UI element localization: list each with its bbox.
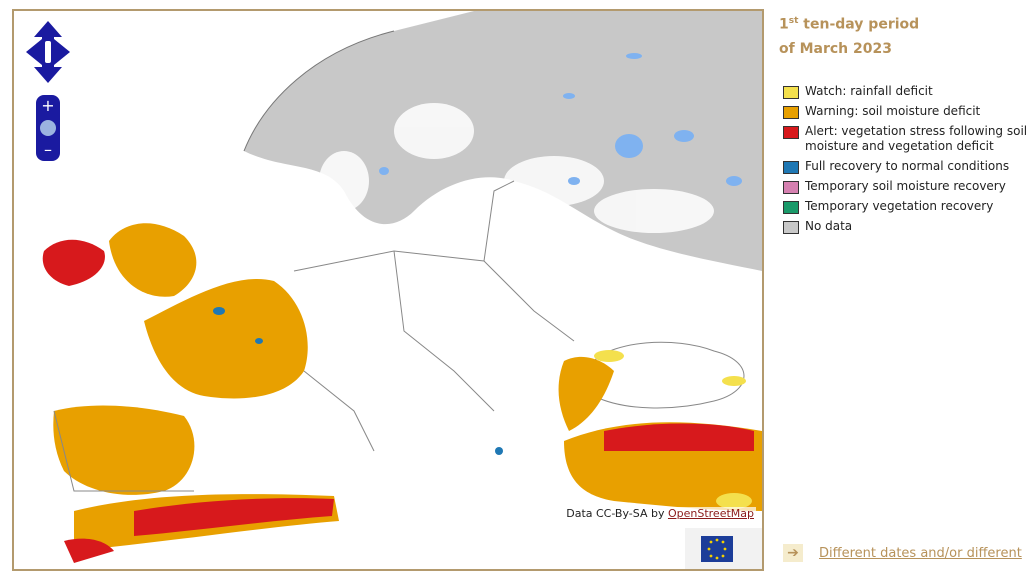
legend-item: Alert: vegetation stress following soil … <box>783 124 1033 154</box>
land-outline <box>243 30 395 152</box>
legend-label: Watch: rainfall deficit <box>805 84 933 98</box>
pan-left-icon <box>26 39 42 65</box>
side-panel: 1st ten-day period of March 2023 Watch: r… <box>779 9 1036 579</box>
legend-item: Warning: soil moisture deficit <box>783 104 1033 119</box>
osm-link[interactable]: OpenStreetMap <box>667 507 754 520</box>
legend-label: Temporary soil moisture recovery <box>805 179 1006 193</box>
legend-label: Full recovery to normal conditions <box>805 159 1010 173</box>
legend-swatch <box>783 221 799 234</box>
period-ordinal-suffix: st <box>788 16 799 26</box>
legend-item: Full recovery to normal conditions <box>783 159 1033 174</box>
legend-item: Watch: rainfall deficit <box>783 84 1033 99</box>
period-title: 1st ten-day period of March 2023 <box>779 9 1036 61</box>
legend-swatch <box>783 106 799 119</box>
eu-flag-logo <box>685 528 762 569</box>
map-frame[interactable]: + – Data CC-By-SA by OpenStreetMap <box>12 9 764 571</box>
legend-item: No data <box>783 219 1033 234</box>
drought-map[interactable] <box>14 11 762 569</box>
period-line1: ten-day period <box>798 16 920 33</box>
period-line2: of March 2023 <box>779 40 892 57</box>
pan-control[interactable] <box>24 19 72 85</box>
legend-swatch <box>783 181 799 194</box>
legend: Watch: rainfall deficit Warning: soil mo… <box>783 84 1033 239</box>
legend-swatch <box>783 161 799 174</box>
different-dates-link[interactable]: Different dates and/or different <box>819 545 1022 561</box>
legend-item: Temporary vegetation recovery <box>783 199 1033 214</box>
legend-label: No data <box>805 219 853 233</box>
zoom-out-icon: – <box>44 140 52 159</box>
legend-swatch <box>783 86 799 99</box>
arrow-right-icon: ➔ <box>783 544 803 562</box>
zoom-in-icon: + <box>41 96 54 115</box>
globe-icon <box>40 120 56 136</box>
legend-label: Alert: vegetation stress following soil … <box>805 124 1028 153</box>
map-attribution: Data CC-By-SA by OpenStreetMap <box>564 507 756 520</box>
dates-link-row[interactable]: ➔ Different dates and/or different <box>783 544 1036 562</box>
pan-down-icon <box>34 67 62 83</box>
pan-up-icon <box>34 21 62 37</box>
legend-swatch <box>783 126 799 139</box>
period-ordinal: 1 <box>779 16 789 33</box>
legend-swatch <box>783 201 799 214</box>
legend-label: Temporary vegetation recovery <box>805 199 994 213</box>
zoom-control[interactable]: + – <box>36 95 60 161</box>
legend-item: Temporary soil moisture recovery <box>783 179 1033 194</box>
legend-label: Warning: soil moisture deficit <box>805 104 981 118</box>
attribution-prefix: Data CC-By-SA by <box>566 507 668 520</box>
pan-right-icon <box>54 39 70 65</box>
